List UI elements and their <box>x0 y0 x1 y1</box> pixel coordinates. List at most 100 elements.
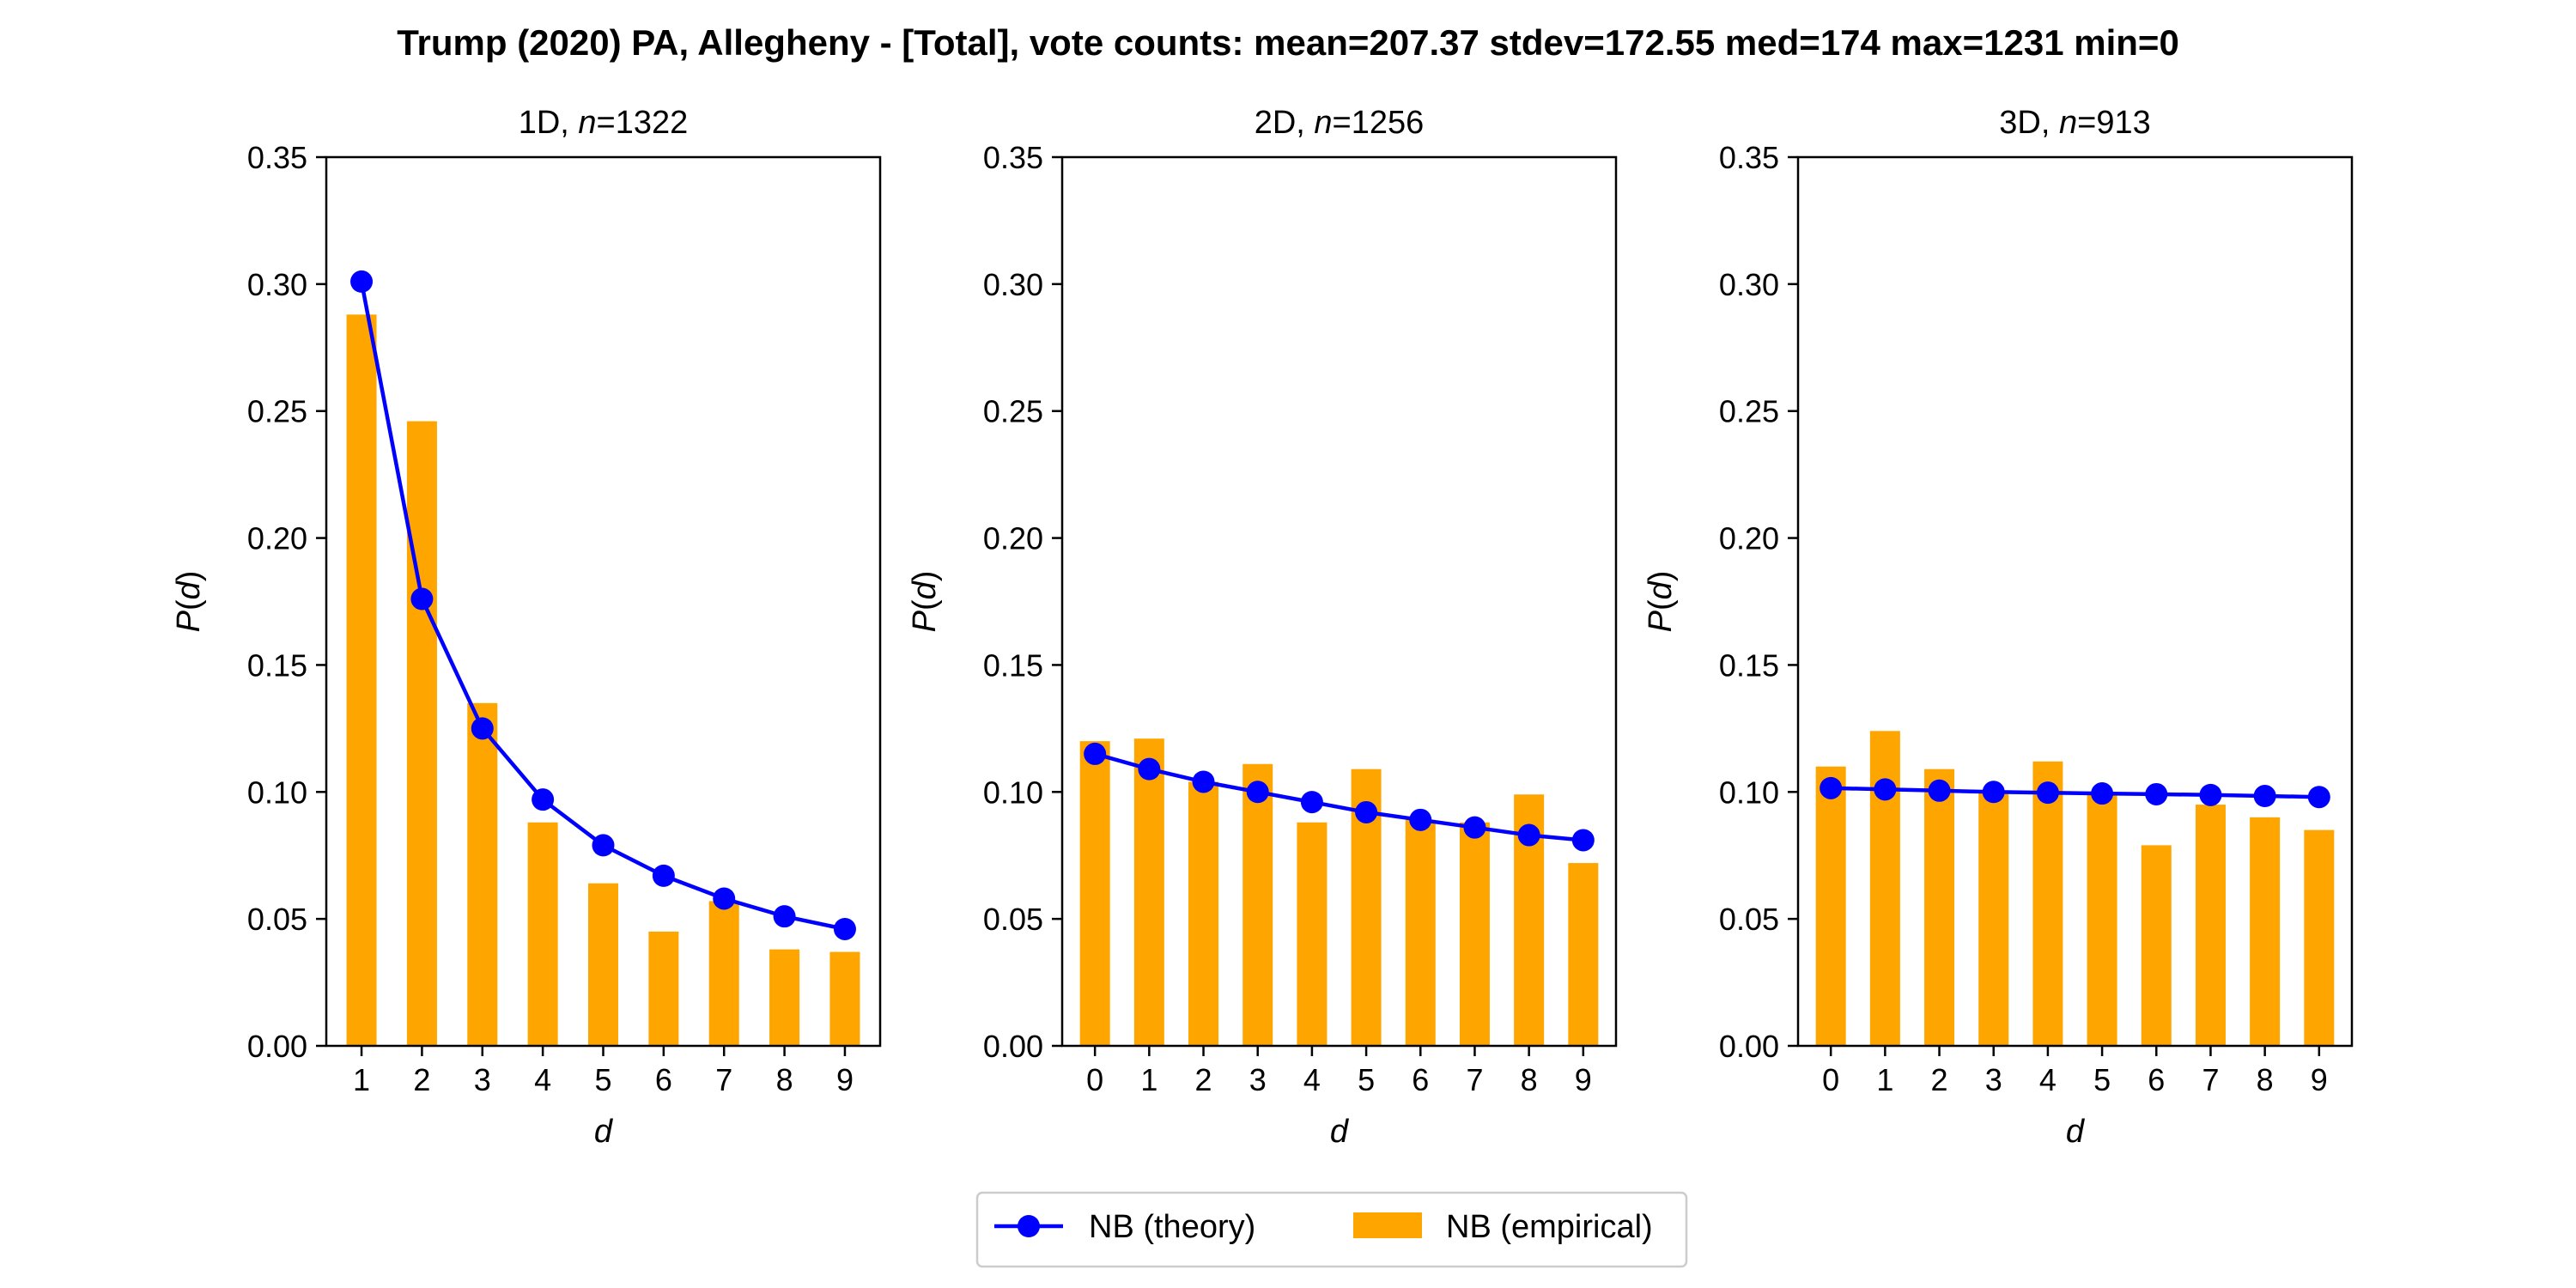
bar-empirical-6 <box>648 931 679 1046</box>
y-axis-label-open: ( <box>171 599 207 611</box>
y-tick-label: 0.20 <box>983 521 1043 556</box>
bar-empirical-3 <box>467 702 498 1046</box>
plot-frame <box>1796 155 2354 1048</box>
x-tick-label: 8 <box>2257 1062 2274 1097</box>
y-tick-label: 0.00 <box>1719 1029 1779 1064</box>
bar-empirical-3 <box>1978 792 2009 1046</box>
figure-title: Trump (2020) PA, Allegheny - [Total], vo… <box>397 22 2179 63</box>
x-tick-label: 6 <box>655 1062 672 1097</box>
x-tick-label: 8 <box>1521 1062 1538 1097</box>
theory-line <box>1094 751 1584 842</box>
theory-point-5 <box>2091 782 2114 805</box>
bar-empirical-4 <box>527 822 558 1046</box>
theory-line <box>1831 786 2319 799</box>
y-tick-label: 0.35 <box>247 140 307 175</box>
bar-empirical-0 <box>1079 741 1110 1046</box>
bar-empirical-9 <box>2304 829 2335 1046</box>
theory-point-1 <box>350 270 374 293</box>
x-axis-label: d <box>594 1114 614 1150</box>
x-tick-label: 9 <box>1575 1062 1592 1097</box>
chart-panels: 1D, n=13220.000.050.100.150.200.250.300.… <box>171 105 2354 1150</box>
bar-empirical-2 <box>1188 781 1219 1046</box>
y-tick-label: 0.15 <box>983 647 1043 683</box>
legend-empirical-swatch <box>1353 1212 1422 1238</box>
y-tick-label: 0.05 <box>983 902 1043 937</box>
panel-title-prefix: 1D, <box>519 105 579 141</box>
bar-empirical-8 <box>2250 817 2281 1046</box>
x-tick-label: 3 <box>474 1062 491 1097</box>
chart-panel-2: 2D, n=1256 0.00 0.05 0.10 0.15 0.20 0.25 0.30 0.… <box>907 105 1618 1150</box>
legend: NB (theory) NB (empirical) <box>975 1191 1688 1268</box>
chart-panel-1: 1D, n=1322 0.00 0.05 0.10 0.15 0.20 0.25 0.30 0.… <box>171 105 882 1150</box>
theory-point-8 <box>2253 785 2276 808</box>
theory-point-3 <box>471 717 494 740</box>
bar-empirical-9 <box>829 951 860 1046</box>
x-tick-label: 4 <box>1303 1062 1321 1097</box>
theory-point-8 <box>773 905 796 928</box>
x-tick-label: 6 <box>2148 1062 2165 1097</box>
x-tick-label: 5 <box>1358 1062 1375 1097</box>
legend-empirical-label: NB (empirical) <box>1446 1209 1653 1245</box>
panel-title: 2D, n=1256 <box>1255 105 1425 141</box>
bar-empirical-1 <box>1133 738 1164 1046</box>
x-axis-label: d <box>2066 1114 2086 1150</box>
theory-point-8 <box>1517 823 1540 847</box>
panel-title-n-symbol: n <box>2059 105 2077 141</box>
theory-point-1 <box>1138 757 1161 781</box>
bar-empirical-2 <box>1924 769 1955 1046</box>
panel-title-prefix: 3D, <box>1999 105 2059 141</box>
y-axis-label-arg: d <box>907 580 943 599</box>
x-tick-label: 2 <box>1931 1062 1948 1097</box>
y-tick-label: 0.10 <box>247 775 307 810</box>
y-tick-label: 0.05 <box>247 902 307 937</box>
theory-point-0 <box>1820 776 1843 799</box>
bar-empirical-6 <box>1405 819 1436 1046</box>
legend-box <box>975 1191 1688 1268</box>
y-tick-label: 0.30 <box>983 267 1043 302</box>
theory-point-5 <box>592 834 615 857</box>
x-tick-label: 5 <box>2093 1062 2111 1097</box>
bar-empirical-5 <box>2087 792 2117 1046</box>
theory-point-1 <box>1874 778 1897 801</box>
theory-point-5 <box>1355 800 1378 823</box>
panel-title: 1D, n=1322 <box>519 105 689 141</box>
bar-empirical-4 <box>2032 761 2063 1046</box>
y-axis-label-open: ( <box>1643 599 1679 611</box>
x-tick-label: 5 <box>594 1062 611 1097</box>
y-axis-label-symbol: P <box>171 610 207 632</box>
y-axis-label-arg: d <box>171 580 207 599</box>
x-tick-label: 7 <box>715 1062 732 1097</box>
panel-title-n-symbol: n <box>578 105 596 141</box>
y-tick-label: 0.10 <box>1719 775 1779 810</box>
y-axis-label: P(d) <box>907 571 943 633</box>
legend-theory-label: NB (theory) <box>1089 1209 1255 1245</box>
bar-empirical-6 <box>2141 845 2172 1046</box>
bar-empirical-1 <box>346 314 377 1046</box>
bar-empirical-7 <box>2195 805 2226 1046</box>
bar-empirical-0 <box>1815 766 1846 1046</box>
bar-empirical-5 <box>588 883 618 1046</box>
theory-point-2 <box>1192 770 1215 793</box>
y-axis-label: P(d) <box>171 571 207 633</box>
y-tick-label: 0.10 <box>983 775 1043 810</box>
theory-point-0 <box>1084 742 1107 765</box>
y-tick-label: 0.30 <box>247 267 307 302</box>
theory-point-7 <box>2199 783 2222 806</box>
bar-empirical-7 <box>708 901 739 1046</box>
bar-empirical-1 <box>1869 731 1900 1046</box>
x-tick-label: 7 <box>2202 1062 2219 1097</box>
theory-point-4 <box>1300 791 1323 814</box>
theory-point-4 <box>532 788 555 811</box>
x-tick-label: 2 <box>1195 1062 1212 1097</box>
theory-point-7 <box>1463 816 1486 839</box>
theory-point-9 <box>1571 829 1595 852</box>
theory-point-6 <box>1409 808 1432 831</box>
x-tick-label: 9 <box>836 1062 854 1097</box>
x-axis-label: d <box>1330 1114 1350 1150</box>
bar-empirical-2 <box>406 421 437 1046</box>
chart-panel-3: 3D, n=913 0.00 0.05 0.10 0.15 0.20 0.25 0.30 0.3… <box>1643 105 2354 1150</box>
panel-title-n-value: =913 <box>2077 105 2151 141</box>
theory-point-6 <box>2145 782 2168 805</box>
